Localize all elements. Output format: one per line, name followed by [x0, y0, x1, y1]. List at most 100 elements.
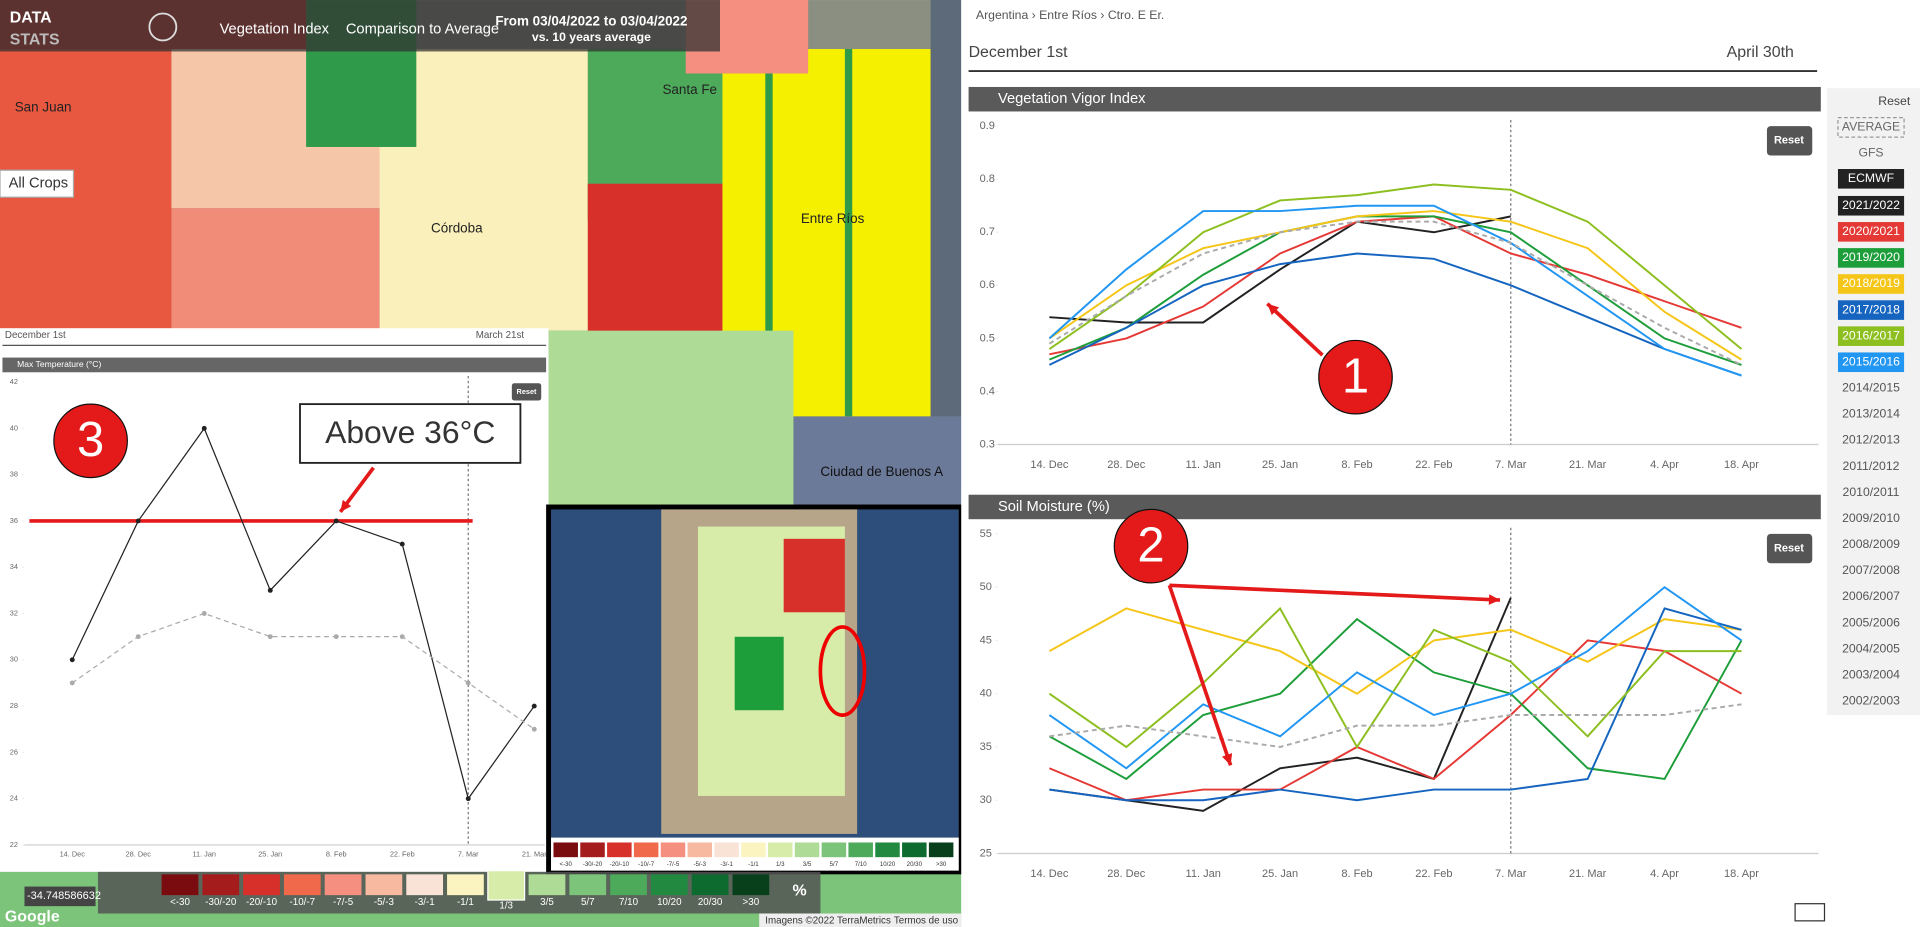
season[interactable]: 2010/2011: [1843, 485, 1900, 499]
y-tick-label: 0.3: [980, 438, 995, 450]
season[interactable]: 2016/2017: [1842, 328, 1900, 342]
reset-label[interactable]: Reset: [1774, 543, 1804, 555]
leaf-icon[interactable]: [148, 12, 178, 42]
season[interactable]: 2005/2006: [1842, 615, 1900, 629]
chart-title: Vegetation Vigor Index: [998, 91, 1146, 107]
legend-label: 3/5: [803, 861, 812, 868]
legend-swatch[interactable]: [161, 874, 199, 896]
season-chip: [1837, 195, 1905, 216]
y-tick-label: 0.6: [980, 279, 995, 291]
y-tick-label: 26: [10, 747, 18, 756]
legend-swatch[interactable]: [691, 874, 729, 896]
season-chip: [1837, 248, 1905, 268]
legend-swatch[interactable]: [283, 874, 321, 896]
legend-label: -20/-10: [610, 861, 630, 868]
place: Santa Fe: [662, 82, 717, 97]
reset-link[interactable]: Reset: [1878, 94, 1911, 108]
crop-filter[interactable]: [0, 169, 75, 198]
legend-swatch: [794, 842, 820, 858]
place: Entre Ríos: [801, 211, 865, 226]
legend-swatch[interactable]: [447, 874, 484, 896]
legend-swatch: [553, 842, 578, 858]
season[interactable]: 2003/2004: [1842, 667, 1900, 681]
option[interactable]: ECMWF: [1848, 171, 1894, 185]
season-chip: [1837, 352, 1905, 373]
tab[interactable]: Vegetation Index: [220, 21, 330, 37]
season[interactable]: 2006/2007: [1842, 589, 1900, 603]
legend-swatch: [660, 842, 686, 858]
place: Ciudad de Buenos A: [820, 464, 943, 479]
season[interactable]: 2018/2019: [1842, 276, 1900, 290]
reset-button[interactable]: [1766, 533, 1813, 564]
x-tick-label: 22. Feb: [1415, 868, 1452, 880]
series-point: [135, 634, 141, 640]
reset-label[interactable]: Reset: [1774, 135, 1804, 147]
y-tick-label: 32: [10, 608, 18, 617]
inset-legend-items: <-30 -30/-20 -20/-10 -10/-7 -7/-5 -5/-3 -3/-1 -…: [553, 842, 954, 868]
season[interactable]: 2021/2022: [1842, 198, 1900, 212]
reset-button[interactable]: [511, 383, 542, 401]
x-tick-label: 22. Feb: [390, 850, 415, 859]
x-tick-label: 18. Apr: [1724, 459, 1759, 471]
legend-swatch[interactable]: [487, 870, 526, 901]
y-tick-label: 0.7: [980, 226, 995, 238]
legend-swatch[interactable]: [202, 874, 240, 896]
reset-label[interactable]: Reset: [517, 387, 538, 396]
place: San Juan: [15, 99, 72, 114]
legend-label: >30: [743, 897, 760, 908]
x-tick-label: 14. Dec: [1030, 459, 1068, 471]
tab[interactable]: Comparison to Average: [346, 21, 499, 37]
legend-swatch[interactable]: [610, 874, 647, 896]
legend-label: -5/-3: [374, 897, 395, 908]
legend-swatch[interactable]: [406, 874, 444, 896]
series-line: [1049, 215, 1742, 366]
season[interactable]: 2017/2018: [1842, 302, 1900, 316]
season[interactable]: 2019/2020: [1842, 250, 1900, 264]
season-selector: Reset AVERAGE GFS ECMWF 2021/2022 2020/2021 20…: [1826, 88, 1920, 716]
terms[interactable]: Termos de uso: [894, 915, 959, 926]
inset-region: [734, 636, 784, 711]
legend-label: -7/-5: [667, 861, 680, 868]
percent-button[interactable]: %: [793, 883, 807, 900]
series-point: [69, 680, 75, 686]
legend-swatch: [768, 842, 793, 858]
reset-button[interactable]: [1766, 126, 1813, 156]
option[interactable]: GFS: [1858, 145, 1883, 159]
x-tick-label: 21. Mar: [522, 850, 547, 859]
legend-swatch[interactable]: [650, 874, 688, 896]
legend-swatch[interactable]: [324, 874, 362, 896]
option[interactable]: AVERAGE: [1842, 120, 1900, 134]
legend-swatch[interactable]: [732, 874, 770, 896]
panel-icon[interactable]: [1794, 903, 1826, 922]
coordinate: -34.748586632: [27, 890, 101, 902]
chart-title: Soil Moisture (%): [998, 499, 1110, 515]
season[interactable]: 2013/2014: [1842, 407, 1900, 421]
season[interactable]: 2014/2015: [1842, 381, 1900, 395]
season[interactable]: 2008/2009: [1842, 537, 1900, 551]
region: [793, 416, 962, 506]
legend-label: -20/-10: [246, 897, 278, 908]
season[interactable]: 2009/2010: [1842, 511, 1900, 525]
y-tick-label: 0.9: [980, 120, 995, 132]
brand: STATS: [10, 32, 60, 49]
series-point: [465, 796, 471, 802]
series-point: [531, 726, 537, 732]
legend-swatch: [848, 842, 873, 858]
callout-number: 3: [77, 413, 104, 467]
y-tick-label: 50: [980, 581, 992, 593]
legend-swatch[interactable]: [243, 874, 280, 896]
season[interactable]: 2011/2012: [1843, 459, 1900, 473]
legend-swatch[interactable]: [365, 874, 403, 896]
season[interactable]: 2002/2003: [1842, 694, 1900, 708]
season[interactable]: 2020/2021: [1842, 224, 1900, 238]
legend-swatch[interactable]: [528, 874, 566, 896]
season[interactable]: 2004/2005: [1842, 641, 1900, 655]
season[interactable]: 2007/2008: [1842, 563, 1900, 577]
season[interactable]: 2012/2013: [1842, 433, 1900, 447]
legend-swatch[interactable]: [569, 874, 607, 896]
legend-label: 20/30: [907, 861, 923, 868]
y-tick-label: 30: [980, 794, 992, 806]
season[interactable]: 2015/2016: [1842, 354, 1900, 368]
legend-label: 1/3: [499, 901, 513, 912]
